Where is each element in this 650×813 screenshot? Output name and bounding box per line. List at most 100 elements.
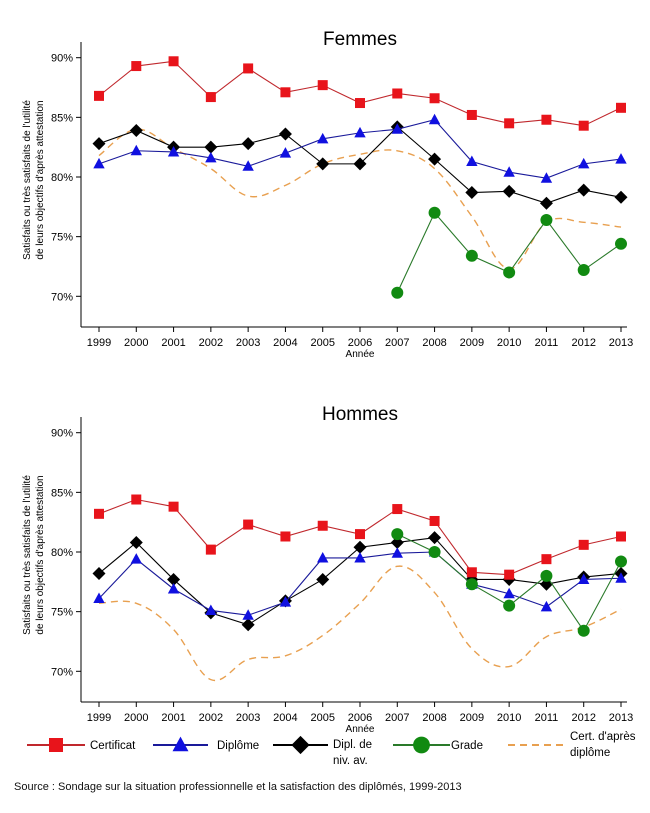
x-tick-label: 2006 xyxy=(348,712,372,724)
data-point-certificat xyxy=(466,567,477,578)
series-line-grade xyxy=(396,211,622,293)
chart-femmes: Femmes 70% 75% 80% 85% 90% 1999 2000 2001 2002 200… xyxy=(22,29,633,360)
data-point-dipl-de-niv-av xyxy=(204,140,218,154)
legend-diamond-icon xyxy=(291,735,310,755)
data-point-diplome xyxy=(354,551,366,563)
data-point-certificat xyxy=(541,554,552,565)
data-point-diplome xyxy=(242,160,254,171)
x-tick-label: 2007 xyxy=(385,337,409,349)
data-point-certificat xyxy=(355,98,365,109)
data-point-diplome xyxy=(317,551,329,563)
legend-item-grade: Grade xyxy=(393,736,483,754)
data-point-diplome xyxy=(205,151,217,163)
data-point-certificat xyxy=(168,501,179,512)
legend-label: Grade xyxy=(451,740,483,752)
legend-label: Cert. d'après xyxy=(570,731,636,743)
legend-item-cert-d-apres-diplome: Cert. d'après diplôme xyxy=(508,731,636,759)
y-tick-label: 70% xyxy=(51,666,73,678)
data-point-diplome xyxy=(578,573,590,584)
data-point-diplome xyxy=(93,592,105,604)
legend: Certificat Diplôme Dipl. de niv. av. Grade Ce… xyxy=(27,731,636,767)
x-axis-label: Année xyxy=(346,349,375,360)
data-point-certificat xyxy=(205,544,216,555)
legend-label: diplôme xyxy=(570,747,610,759)
x-tick-label: 2003 xyxy=(236,337,260,349)
data-point-diplome xyxy=(615,153,627,164)
data-point-diplome xyxy=(354,126,366,138)
data-point-grade xyxy=(540,213,553,226)
x-tick-label: 2004 xyxy=(273,712,297,724)
legend-label: Diplôme xyxy=(217,740,259,752)
data-point-grade xyxy=(540,569,553,582)
data-point-dipl-de-niv-av xyxy=(353,157,367,171)
y-axis-label-line: Satisfaits ou très satisfaits de l'utili… xyxy=(22,100,33,260)
data-point-dipl-de-niv-av xyxy=(278,127,292,141)
data-point-diplome xyxy=(578,157,590,169)
data-point-diplome xyxy=(391,547,403,558)
data-point-dipl-de-niv-av xyxy=(614,190,628,204)
x-tick-label: 2002 xyxy=(199,337,223,349)
data-point-dipl-de-niv-av xyxy=(577,183,591,197)
data-point-dipl-de-niv-av xyxy=(129,535,143,549)
x-tick-label: 2008 xyxy=(422,712,446,724)
data-point-certificat xyxy=(616,102,626,113)
x-tick-label: 2012 xyxy=(571,712,595,724)
data-point-certificat xyxy=(168,56,179,67)
y-tick-label: 90% xyxy=(51,428,73,440)
data-point-grade xyxy=(615,555,627,568)
chart-title: Hommes xyxy=(322,404,398,425)
x-tick-label: 2013 xyxy=(609,337,633,349)
data-point-diplome xyxy=(279,147,292,158)
data-point-certificat xyxy=(392,504,403,515)
data-point-grade xyxy=(503,599,516,612)
x-tick-label: 2008 xyxy=(422,337,446,349)
data-point-diplome xyxy=(466,155,478,166)
data-point-grade xyxy=(428,546,441,558)
data-point-certificat xyxy=(392,88,403,99)
source-note: Source : Sondage sur la situation profes… xyxy=(14,781,462,793)
x-tick-label: 2000 xyxy=(124,337,148,349)
legend-label: Dipl. de xyxy=(333,739,372,751)
data-point-certificat xyxy=(541,114,552,125)
x-tick-label: 2000 xyxy=(124,712,148,724)
x-tick-label: 2011 xyxy=(535,712,559,724)
legend-circle-icon xyxy=(413,736,430,754)
y-tick-label: 85% xyxy=(51,487,73,499)
legend-item-certificat: Certificat xyxy=(27,738,136,752)
x-tick-label: 2013 xyxy=(609,712,633,724)
x-tick-label: 2006 xyxy=(348,337,372,349)
x-tick-label: 2005 xyxy=(310,712,334,724)
x-tick-label: 2010 xyxy=(497,712,521,724)
data-point-dipl-de-niv-av xyxy=(316,157,330,171)
legend-item-diplome: Diplôme xyxy=(153,736,259,752)
y-tick-label: 80% xyxy=(51,547,73,559)
data-point-diplome xyxy=(130,553,142,564)
x-tick-label: 2007 xyxy=(385,712,409,724)
data-point-diplome xyxy=(205,604,217,615)
data-point-diplome xyxy=(615,572,627,583)
x-axis-label: Année xyxy=(346,724,375,735)
x-tick-label: 1999 xyxy=(87,712,111,724)
data-point-diplome xyxy=(391,123,403,134)
data-point-dipl-de-niv-av xyxy=(465,186,479,200)
legend-label: Certificat xyxy=(90,740,136,752)
data-point-dipl-de-niv-av xyxy=(353,540,367,554)
data-point-certificat xyxy=(94,508,104,519)
data-point-certificat xyxy=(131,494,142,505)
data-point-diplome xyxy=(130,144,142,156)
data-point-grade xyxy=(465,249,478,262)
data-point-certificat xyxy=(317,520,328,531)
data-point-dipl-de-niv-av xyxy=(539,196,553,210)
x-tick-label: 2009 xyxy=(460,712,484,724)
legend-item-dipl-de-niv-av: Dipl. de niv. av. xyxy=(273,735,372,767)
y-tick-label: 80% xyxy=(51,172,73,184)
data-point-diplome xyxy=(428,113,441,125)
data-point-certificat xyxy=(429,93,440,104)
data-point-dipl-de-niv-av xyxy=(241,618,255,632)
data-point-grade xyxy=(615,237,627,250)
data-point-certificat xyxy=(280,531,291,542)
data-point-diplome xyxy=(503,587,515,599)
chart-hommes: Hommes 70% 75% 80% 85% 90% 1999 2000 2001 2002 200… xyxy=(22,404,633,735)
data-point-dipl-de-niv-av xyxy=(390,535,404,549)
data-point-certificat xyxy=(578,539,589,550)
